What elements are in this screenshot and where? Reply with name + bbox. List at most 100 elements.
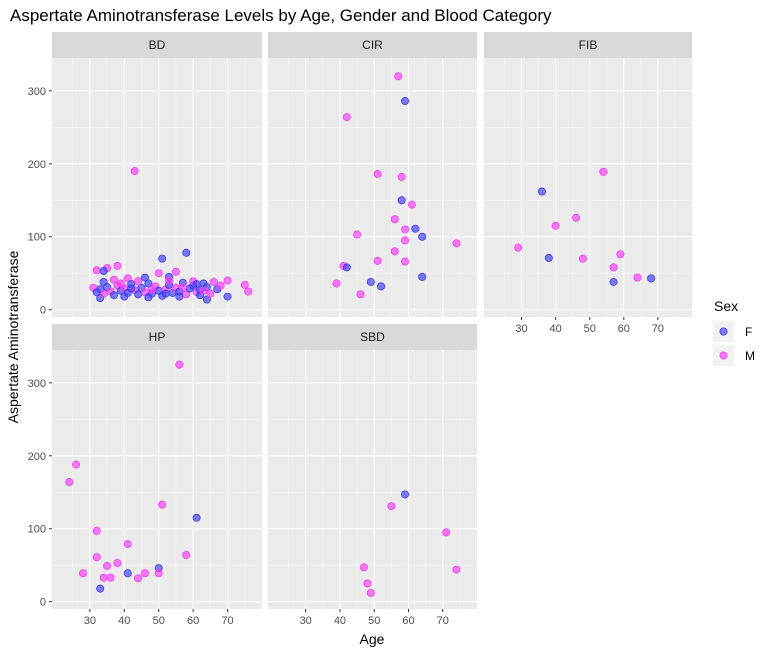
data-point-hp — [72, 460, 81, 469]
data-point-cir — [373, 256, 382, 265]
data-point-bd — [147, 286, 156, 295]
data-point-hp — [103, 561, 112, 570]
data-point-bd — [134, 277, 143, 286]
data-point-cir — [377, 282, 386, 291]
x-tick-label: 50 — [153, 615, 165, 627]
data-point-cir — [418, 232, 427, 241]
data-point-sbd — [366, 588, 375, 597]
data-point-bd — [99, 277, 108, 286]
data-point-cir — [342, 263, 351, 272]
data-point-bd — [202, 295, 211, 304]
strip-fib — [484, 32, 692, 58]
data-point-cir — [452, 239, 461, 248]
data-point-bd — [116, 279, 125, 288]
data-point-cir — [397, 196, 406, 205]
data-point-fib — [551, 221, 560, 230]
data-point-hp — [182, 551, 191, 560]
y-tick-label: 100 — [28, 232, 46, 244]
data-point-bd — [223, 276, 232, 285]
data-point-bd — [244, 287, 253, 296]
data-point-bd — [154, 269, 163, 278]
data-point-bd — [199, 286, 208, 295]
data-point-sbd — [387, 502, 396, 511]
panel-sbd — [268, 350, 477, 609]
y-tick-label: 100 — [28, 524, 46, 536]
data-point-hp — [134, 574, 143, 583]
data-point-bd — [209, 277, 218, 286]
data-point-sbd — [452, 565, 461, 574]
data-point-bd — [144, 293, 153, 302]
data-point-hp — [123, 569, 132, 578]
strip-label-sbd: SBD — [360, 330, 385, 344]
x-tick-label: 50 — [584, 323, 596, 335]
data-point-bd — [130, 167, 139, 176]
data-point-cir — [397, 172, 406, 181]
data-point-bd — [109, 291, 118, 300]
strip-label-fib: FIB — [579, 38, 598, 52]
legend-title: Sex — [714, 298, 738, 314]
x-tick-label: 70 — [221, 615, 233, 627]
y-tick-label: 0 — [40, 597, 46, 609]
data-point-bd — [175, 292, 184, 301]
data-point-fib — [609, 263, 618, 272]
data-point-bd — [178, 283, 187, 292]
data-point-bd — [165, 276, 174, 285]
x-tick-label: 30 — [84, 615, 96, 627]
strip-hp — [52, 324, 262, 350]
data-point-bd — [120, 292, 129, 301]
y-tick-label: 0 — [40, 305, 46, 317]
data-point-hp — [123, 540, 132, 549]
panel-fib — [484, 58, 692, 317]
data-point-bd — [240, 280, 249, 289]
data-point-bd — [123, 274, 132, 283]
y-tick-label: 200 — [28, 159, 46, 171]
x-tick-label: 30 — [300, 615, 312, 627]
data-point-fib — [616, 250, 625, 259]
legend-label-m: M — [745, 349, 755, 363]
data-point-bd — [161, 289, 170, 298]
data-point-bd — [192, 280, 201, 289]
data-point-hp — [175, 360, 184, 369]
data-point-cir — [390, 247, 399, 256]
data-point-cir — [353, 230, 362, 239]
data-point-bd — [109, 275, 118, 284]
data-point-cir — [373, 170, 382, 179]
data-point-hp — [99, 573, 108, 582]
data-point-cir — [401, 225, 410, 234]
data-point-fib — [514, 243, 523, 252]
data-point-sbd — [401, 490, 410, 499]
x-tick-label: 60 — [402, 615, 414, 627]
strip-label-hp: HP — [149, 330, 166, 344]
data-point-fib — [578, 254, 587, 263]
data-point-bd — [99, 267, 108, 276]
strip-cir — [268, 32, 477, 58]
data-point-bd — [140, 273, 149, 282]
data-point-bd — [99, 289, 108, 298]
data-point-hp — [106, 573, 115, 582]
data-point-cir — [332, 279, 341, 288]
data-point-bd — [92, 288, 101, 297]
data-point-cir — [401, 236, 410, 245]
data-point-cir — [401, 257, 410, 266]
y-tick-label: 300 — [28, 86, 46, 98]
data-point-hp — [96, 584, 105, 593]
data-point-bd — [206, 289, 215, 298]
data-point-fib — [537, 187, 546, 196]
data-point-fib — [572, 213, 581, 222]
data-point-hp — [140, 569, 149, 578]
strip-label-bd: BD — [149, 38, 166, 52]
data-point-bd — [144, 279, 153, 288]
data-point-hp — [92, 526, 101, 535]
x-tick-label: 50 — [368, 615, 380, 627]
data-point-bd — [92, 266, 101, 275]
x-tick-label: 60 — [187, 615, 199, 627]
data-point-cir — [418, 272, 427, 281]
panel-cir — [268, 58, 477, 317]
x-tick-label: 40 — [549, 323, 561, 335]
data-point-cir — [356, 290, 365, 299]
data-point-bd — [182, 248, 191, 257]
data-point-sbd — [359, 563, 368, 572]
strip-sbd — [268, 324, 477, 350]
data-point-cir — [411, 224, 420, 233]
